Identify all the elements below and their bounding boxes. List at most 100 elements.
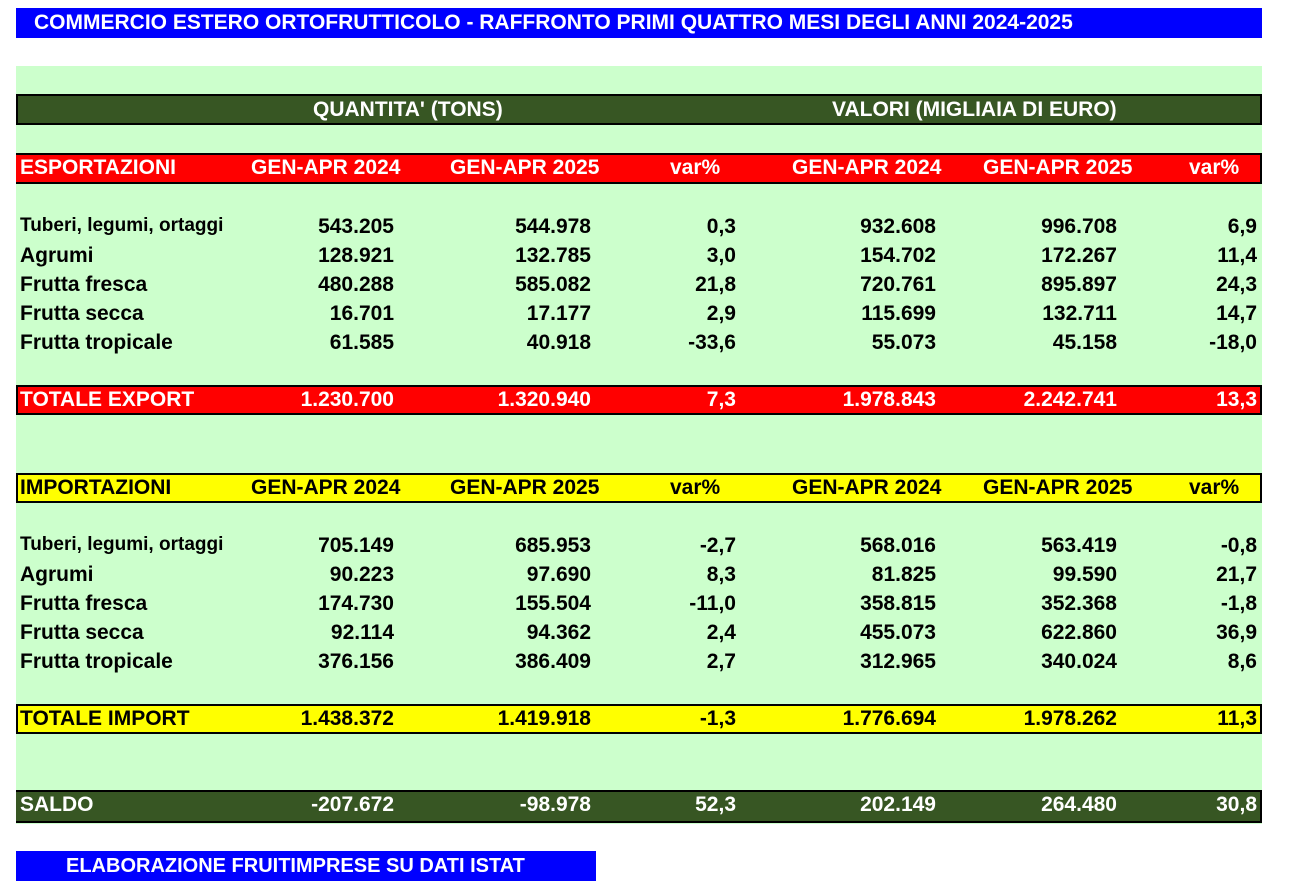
export-total-band	[16, 385, 1262, 415]
column-header: var%	[670, 476, 721, 499]
table-cell: 21,7	[1216, 563, 1257, 586]
total-cell: -98.978	[519, 793, 591, 816]
table-cell: 563.419	[1041, 534, 1117, 557]
total-cell: 2.242.741	[1023, 388, 1117, 411]
total-cell: 1.320.940	[497, 388, 591, 411]
export-header-band	[16, 153, 1262, 184]
table-cell: 61.585	[329, 331, 394, 354]
table-cell: 17.177	[526, 302, 591, 325]
row-label: Frutta fresca	[20, 592, 148, 615]
table-cell: 14,7	[1216, 302, 1257, 325]
column-header: GEN-APR 2025	[983, 156, 1133, 179]
table-cell: 705.149	[318, 534, 394, 557]
table-cell: 115.699	[861, 302, 936, 325]
table-cell: 544.978	[515, 215, 591, 238]
group-header-band	[16, 94, 1262, 125]
table-cell: 2,9	[706, 302, 736, 325]
table-cell: 0,3	[706, 215, 736, 238]
row-label: Frutta secca	[20, 621, 144, 644]
table-cell: 97.690	[526, 563, 591, 586]
table-cell: 36,9	[1216, 621, 1257, 644]
total-cell: 52,3	[695, 793, 736, 816]
table-cell: 6,9	[1227, 215, 1257, 238]
row-label: Frutta tropicale	[20, 650, 173, 673]
row-label: Agrumi	[20, 563, 94, 586]
total-cell: 11,3	[1217, 707, 1257, 730]
table-cell: 154.702	[860, 244, 936, 267]
total-cell: -207.672	[311, 793, 394, 816]
table-cell: 352.368	[1041, 592, 1117, 615]
table-cell: 622.860	[1041, 621, 1117, 644]
table-cell: -18,0	[1209, 331, 1257, 354]
table-cell: 40.918	[526, 331, 591, 354]
table-cell: 480.288	[318, 273, 394, 296]
table-cell: 99.590	[1052, 563, 1117, 586]
table-cell: 21,8	[695, 273, 736, 296]
section-label: IMPORTAZIONI	[20, 476, 172, 499]
table-cell: 386.409	[515, 650, 591, 673]
table-cell: 90.223	[329, 563, 394, 586]
total-cell: 264.480	[1041, 793, 1117, 816]
column-header: GEN-APR 2024	[792, 156, 942, 179]
table-cell: 543.205	[318, 215, 394, 238]
row-label: Tuberi, legumi, ortaggi	[20, 534, 224, 555]
table-cell: 45.158	[1052, 331, 1117, 354]
table-cell: -11,0	[689, 592, 736, 615]
total-cell: 30,8	[1216, 793, 1257, 816]
table-cell: 340.024	[1041, 650, 1117, 673]
table-cell: -0,8	[1220, 534, 1257, 557]
table-cell: 720.761	[860, 273, 936, 296]
table-cell: 358.815	[860, 592, 936, 615]
table-cell: 16.701	[329, 302, 394, 325]
table-cell: -33,6	[688, 331, 736, 354]
table-cell: -2,7	[699, 534, 736, 557]
total-cell: 13,3	[1216, 388, 1257, 411]
row-label: Frutta fresca	[20, 273, 148, 296]
table-cell: 11,4	[1217, 244, 1257, 267]
section-label: ESPORTAZIONI	[20, 156, 176, 179]
table-cell: 24,3	[1216, 273, 1257, 296]
table-cell: 55.073	[871, 331, 936, 354]
table-cell: 81.825	[871, 563, 936, 586]
row-label: Tuberi, legumi, ortaggi	[20, 215, 224, 236]
table-cell: -1,8	[1220, 592, 1257, 615]
table-cell: 132.711	[1042, 302, 1117, 325]
column-header: var%	[670, 156, 721, 179]
source-footer: ELABORAZIONE FRUITIMPRESE SU DATI ISTAT	[16, 851, 596, 881]
total-cell: 1.230.700	[300, 388, 394, 411]
table-cell: 895.897	[1041, 273, 1117, 296]
table-cell: 172.267	[1041, 244, 1117, 267]
table-cell: 155.504	[515, 592, 591, 615]
row-label: Frutta tropicale	[20, 331, 173, 354]
total-label: TOTALE EXPORT	[20, 388, 195, 411]
table-cell: 376.156	[318, 650, 394, 673]
column-header: GEN-APR 2024	[251, 156, 401, 179]
table-cell: 8,6	[1227, 650, 1257, 673]
table-panel	[16, 66, 1262, 824]
import-total-band	[16, 704, 1262, 734]
column-header: var%	[1189, 156, 1240, 179]
total-label: SALDO	[20, 793, 94, 816]
column-header: GEN-APR 2025	[450, 476, 600, 499]
column-header: GEN-APR 2024	[251, 476, 401, 499]
quantity-header: QUANTITA' (TONS)	[313, 98, 503, 121]
table-cell: 128.921	[318, 244, 394, 267]
table-cell: 94.362	[526, 621, 591, 644]
balance-band	[16, 790, 1262, 823]
table-cell: 585.082	[515, 273, 591, 296]
column-header: GEN-APR 2025	[983, 476, 1133, 499]
import-header-band	[16, 473, 1262, 503]
total-label: TOTALE IMPORT	[20, 707, 190, 730]
total-cell: 7,3	[706, 388, 736, 411]
value-header: VALORI (MIGLIAIA DI EURO)	[832, 98, 1117, 121]
table-cell: 3,0	[706, 244, 736, 267]
page-title: COMMERCIO ESTERO ORTOFRUTTICOLO - RAFFRO…	[16, 8, 1262, 38]
total-cell: -1,3	[699, 707, 736, 730]
total-cell: 1.438.372	[300, 707, 394, 730]
total-cell: 1.419.918	[497, 707, 591, 730]
total-cell: 1.776.694	[842, 707, 936, 730]
row-label: Agrumi	[20, 244, 94, 267]
table-cell: 2,4	[706, 621, 736, 644]
table-cell: 312.965	[860, 650, 936, 673]
total-cell: 1.978.843	[842, 388, 936, 411]
